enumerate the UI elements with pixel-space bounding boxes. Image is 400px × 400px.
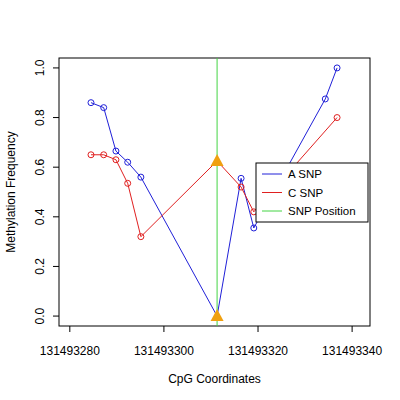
y-tick-label: 0.6 — [33, 159, 47, 176]
y-tick — [53, 67, 59, 68]
y-tick-label: 1.0 — [33, 59, 47, 76]
legend-label: SNP Position — [288, 205, 356, 217]
y-tick-label: 0.8 — [33, 109, 47, 126]
point — [251, 225, 257, 231]
chart: 131493280 131493300 131493320 131493340 0.0 0… — [0, 0, 400, 400]
point — [125, 159, 131, 165]
legend-label: C SNP — [288, 187, 323, 199]
point — [238, 175, 244, 181]
x-tick-label: 131493300 — [134, 344, 194, 358]
x-tick-label: 131493320 — [228, 344, 288, 358]
plot-area — [88, 58, 340, 326]
x-tick — [258, 326, 259, 332]
snp-marker — [211, 154, 224, 166]
x-tick-label: 131493340 — [322, 344, 382, 358]
plot-frame — [59, 58, 370, 326]
y-tick — [53, 216, 59, 217]
legend-swatch — [262, 211, 282, 212]
x-tick-label: 131493280 — [40, 344, 100, 358]
point — [101, 105, 107, 111]
y-tick — [53, 117, 59, 118]
x-axis-label: CpG Coordinates — [168, 372, 261, 386]
y-axis-label: Methylation Frequency — [4, 131, 18, 252]
legend-swatch — [262, 174, 282, 175]
y-tick — [53, 167, 59, 168]
y-tick-label: 0.2 — [33, 258, 47, 275]
series-line — [91, 68, 337, 316]
point — [334, 65, 340, 71]
x-tick — [69, 326, 70, 332]
x-tick — [163, 326, 164, 332]
y-tick-label: 0.0 — [33, 307, 47, 324]
snp-position-line — [217, 58, 218, 326]
point — [101, 152, 107, 158]
point — [88, 152, 94, 158]
legend-label: A SNP — [288, 168, 322, 180]
point — [138, 174, 144, 180]
snp-marker — [211, 309, 224, 321]
point — [334, 115, 340, 121]
point — [125, 180, 131, 186]
point — [238, 184, 244, 190]
point — [88, 100, 94, 106]
point — [113, 148, 119, 154]
point — [138, 234, 144, 240]
point — [322, 96, 328, 102]
x-tick — [352, 326, 353, 332]
point — [113, 157, 119, 163]
legend-swatch — [262, 192, 282, 193]
y-tick-label: 0.4 — [33, 208, 47, 225]
legend-box — [256, 163, 368, 222]
y-tick — [53, 316, 59, 317]
y-tick — [53, 266, 59, 267]
